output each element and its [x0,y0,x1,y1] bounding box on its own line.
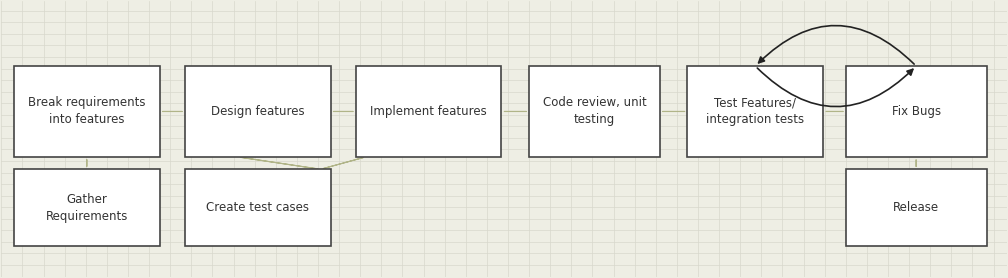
FancyBboxPatch shape [184,169,331,246]
FancyBboxPatch shape [846,169,987,246]
FancyArrowPatch shape [240,157,318,169]
FancyArrowPatch shape [324,158,363,168]
Text: Design features: Design features [211,105,304,118]
FancyBboxPatch shape [687,66,824,157]
Text: Implement features: Implement features [370,105,487,118]
Text: Create test cases: Create test cases [207,201,309,214]
FancyBboxPatch shape [14,169,159,246]
FancyBboxPatch shape [529,66,660,157]
Text: Break requirements
into features: Break requirements into features [28,96,145,126]
Text: Release: Release [893,201,939,214]
FancyBboxPatch shape [356,66,502,157]
Text: Gather
Requirements: Gather Requirements [45,193,128,223]
FancyBboxPatch shape [14,66,159,157]
FancyBboxPatch shape [846,66,987,157]
Text: Test Features/
integration tests: Test Features/ integration tests [707,96,804,126]
FancyBboxPatch shape [184,66,331,157]
Text: Code review, unit
testing: Code review, unit testing [542,96,646,126]
Text: Fix Bugs: Fix Bugs [892,105,940,118]
